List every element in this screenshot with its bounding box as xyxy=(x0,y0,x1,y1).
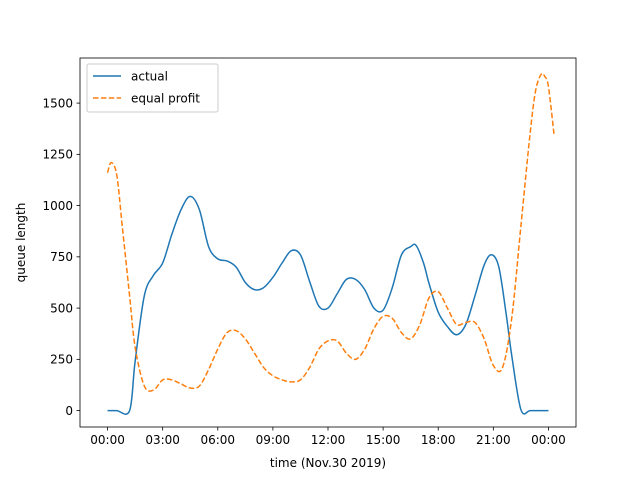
y-tick-label: 1000 xyxy=(42,199,73,213)
y-tick-label: 1250 xyxy=(42,148,73,162)
series-line-actual xyxy=(107,195,549,415)
x-axis-label: time (Nov.30 2019) xyxy=(270,456,386,470)
x-tick-label: 18:00 xyxy=(421,433,456,447)
x-tick-label: 00:00 xyxy=(531,433,566,447)
x-tick-label: 06:00 xyxy=(200,433,235,447)
x-tick-label: 03:00 xyxy=(145,433,180,447)
series-layer xyxy=(106,72,555,415)
series-line-equal-profit xyxy=(106,72,555,392)
legend: actual equal profit xyxy=(86,63,219,113)
y-tick-label: 1500 xyxy=(42,96,73,110)
x-tick-label: 00:00 xyxy=(90,433,125,447)
legend-label-equal-profit: equal profit xyxy=(131,91,200,105)
x-tick-label: 21:00 xyxy=(476,433,511,447)
y-tick-label: 0 xyxy=(65,404,73,418)
y-axis-label: queue length xyxy=(14,203,28,283)
x-tick-label: 12:00 xyxy=(311,433,346,447)
legend-label-actual: actual xyxy=(131,69,168,83)
y-tick-label: 500 xyxy=(50,301,73,315)
x-tick-label: 15:00 xyxy=(366,433,401,447)
x-axis-ticks: 00:00 03:00 06:00 09:00 12:00 15:00 18:00 21:00… xyxy=(90,427,566,447)
x-tick-label: 09:00 xyxy=(256,433,291,447)
y-tick-label: 750 xyxy=(50,250,73,264)
plot-area-frame xyxy=(79,57,577,428)
y-tick-label: 250 xyxy=(50,353,73,367)
y-axis-ticks: 0 250 500 750 1000 1250 1500 xyxy=(42,96,80,418)
